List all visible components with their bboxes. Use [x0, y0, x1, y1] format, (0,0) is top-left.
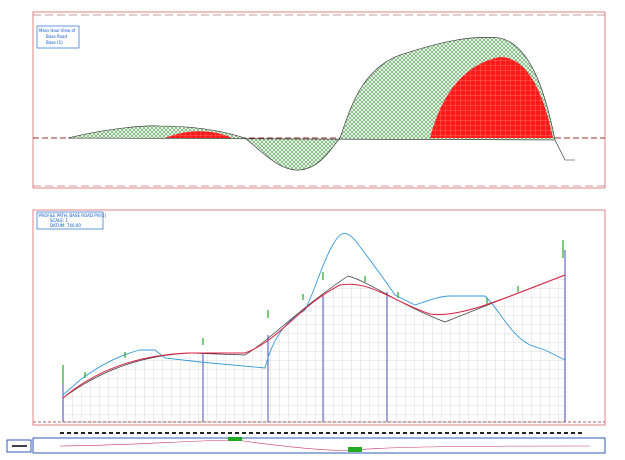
- label-text: Base Road: [46, 34, 68, 39]
- label-text: Base (1): [46, 40, 63, 45]
- borrow-area: [165, 131, 232, 138]
- pvi-lines: [62, 250, 566, 422]
- data-band: [6, 437, 606, 454]
- existing-ground: [62, 274, 566, 399]
- panel-frame: [32, 209, 606, 426]
- tail-line: [554, 139, 575, 161]
- label-text: SCALE: 1: [50, 218, 68, 223]
- label-text: Mass Haul View of: [39, 28, 76, 33]
- profile-view: PROFILE PATH, BASE ROAD PVI(1) SCALE: 1 …: [32, 209, 606, 434]
- panel-frame: [32, 11, 606, 189]
- mass-haul-view: Mass Haul View of Base Road Base (1): [32, 11, 606, 189]
- label-text: PROFILE PATH, BASE ROAD PVI(1): [39, 213, 107, 218]
- design-profile: [62, 274, 566, 399]
- band-legend: [6, 439, 32, 453]
- borrow-area: [430, 57, 553, 138]
- surface-line: [62, 233, 566, 396]
- label-text: DATUM: 740.00: [50, 223, 81, 228]
- band-marker: [228, 437, 242, 441]
- band-curve: [59, 439, 591, 451]
- band-marker: [348, 447, 362, 452]
- label-box: [36, 25, 80, 49]
- band-frame: [32, 437, 606, 454]
- label-box: [36, 211, 104, 230]
- station-markers: [62, 240, 564, 384]
